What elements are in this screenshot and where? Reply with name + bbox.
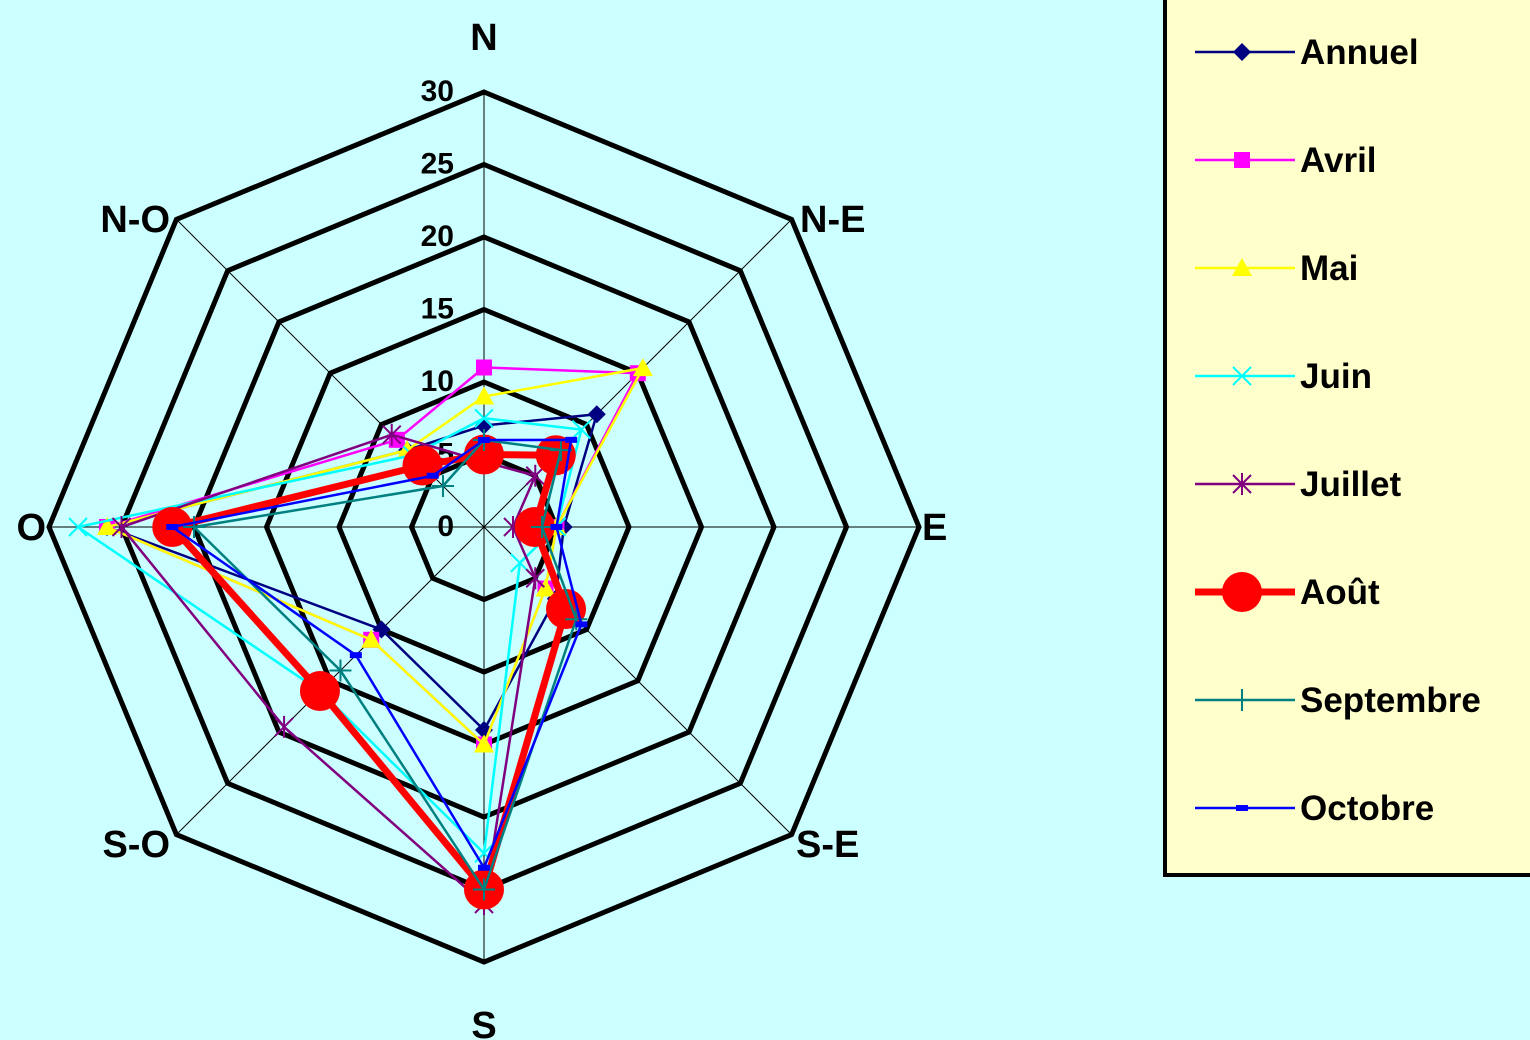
direction-label-O: O (16, 507, 46, 549)
tick-label: 20 (421, 220, 454, 253)
tick-label: 25 (421, 148, 454, 181)
legend-label: Septembre (1300, 681, 1481, 720)
data-point-Octobre-N-O (427, 473, 439, 479)
legend-marker-Août (1222, 572, 1262, 612)
data-point-Octobre-S-E (575, 621, 587, 627)
direction-label-N-O: N-O (100, 199, 170, 241)
data-point-Août-S-O (300, 671, 340, 711)
legend-label: Juin (1300, 357, 1372, 396)
tick-label: 0 (437, 510, 454, 543)
legend-marker-Avril (1234, 152, 1250, 168)
data-point-Octobre-S-O (350, 652, 362, 658)
direction-label-S-O: S-O (102, 824, 170, 866)
data-point-Octobre-O (166, 524, 178, 530)
legend-label: Octobre (1300, 789, 1434, 828)
legend-label: Avril (1300, 141, 1377, 180)
data-point-Octobre-E (551, 524, 563, 530)
legend-marker-Octobre (1236, 805, 1248, 811)
data-point-Octobre-N (478, 437, 490, 443)
legend-box (1165, 0, 1530, 875)
legend-label: Annuel (1300, 33, 1419, 72)
tick-label: 30 (421, 75, 454, 108)
data-point-Octobre-S (478, 865, 490, 871)
tick-label: 10 (421, 365, 454, 398)
legend-label: Mai (1300, 249, 1358, 288)
direction-label-N: N (470, 17, 497, 59)
legend-label: Août (1300, 573, 1380, 612)
series-Septembre (183, 429, 587, 901)
direction-label-S: S (471, 1005, 496, 1040)
series-line-Annuel (107, 414, 597, 730)
tick-label: 15 (421, 293, 454, 326)
data-point-Avril-N (476, 360, 492, 376)
legend: Annuel Avril Mai Juin Juillet Août Septembre Oc… (1165, 0, 1530, 875)
direction-label-N-E: N-E (800, 199, 865, 241)
direction-label-S-E: S-E (796, 824, 859, 866)
legend-label: Juillet (1300, 465, 1401, 504)
direction-label-E: E (922, 507, 947, 549)
data-point-Octobre-N-E (565, 437, 577, 443)
